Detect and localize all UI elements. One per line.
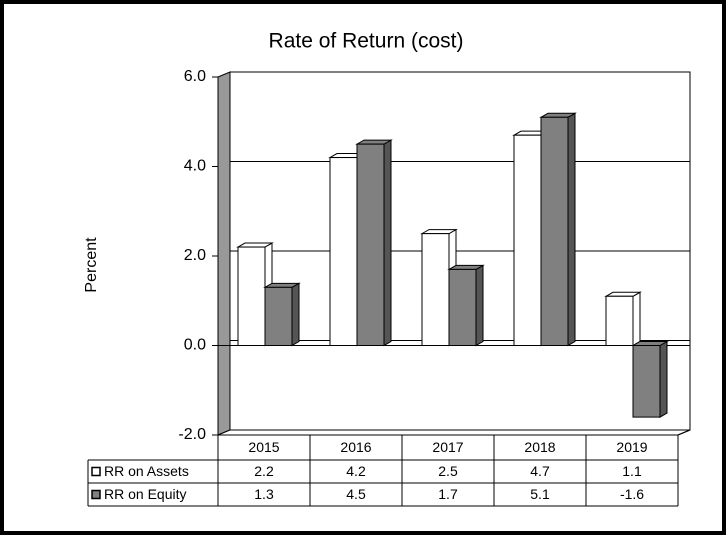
y-tick-label: 0.0	[184, 337, 206, 354]
x-tick-label: 2015	[248, 439, 279, 455]
side-wall	[217, 71, 231, 436]
x-tick-label: 2018	[524, 439, 555, 455]
table-value: 4.7	[530, 463, 550, 479]
legend-label: RR on Equity	[104, 486, 186, 502]
table-value: 2.2	[254, 463, 274, 479]
y-tick-label: 6.0	[184, 68, 206, 85]
table-value: 5.1	[530, 486, 550, 502]
bar-top	[447, 264, 485, 270]
table-value: -1.6	[620, 486, 644, 502]
bar	[356, 143, 385, 346]
y-tick-label: 2.0	[184, 247, 206, 264]
legend-swatch	[91, 489, 101, 500]
bar	[237, 246, 266, 346]
bar-top	[236, 242, 274, 248]
bar-top	[604, 291, 642, 297]
x-tick-label: 2016	[340, 439, 371, 455]
bar	[448, 268, 477, 346]
floor	[217, 429, 691, 436]
bar	[329, 157, 358, 346]
bar-top	[355, 139, 393, 145]
legend-swatch	[91, 466, 101, 477]
bar-side	[291, 282, 300, 347]
bar-top	[631, 341, 669, 346]
bar-side	[475, 264, 484, 347]
table-value: 1.7	[438, 486, 458, 502]
y-axis-label: Percent	[83, 237, 100, 293]
table-value: 4.2	[346, 463, 366, 479]
table-value: 4.5	[346, 486, 366, 502]
bar-top	[263, 282, 301, 288]
table-value: 1.3	[254, 486, 274, 502]
table-line	[677, 429, 691, 436]
bar	[605, 295, 634, 346]
table-value: 1.1	[622, 463, 642, 479]
bar	[421, 233, 450, 346]
chart-title: Rate of Return (cost)	[269, 30, 464, 53]
x-tick-label: 2019	[616, 439, 647, 455]
bar	[540, 116, 569, 347]
legend-label: RR on Assets	[104, 463, 189, 479]
bar	[264, 286, 293, 347]
bar-side	[383, 139, 392, 347]
bar	[513, 134, 542, 346]
bar-side	[632, 291, 641, 347]
y-tick-label: -2.0	[178, 426, 206, 443]
bar-side	[659, 340, 668, 418]
bar-top	[539, 112, 577, 118]
x-tick-label: 2017	[432, 439, 463, 455]
bar	[632, 345, 661, 418]
table-value: 2.5	[438, 463, 458, 479]
bar-side	[567, 112, 576, 347]
y-tick-label: 4.0	[184, 158, 206, 175]
bar-top	[420, 229, 458, 235]
